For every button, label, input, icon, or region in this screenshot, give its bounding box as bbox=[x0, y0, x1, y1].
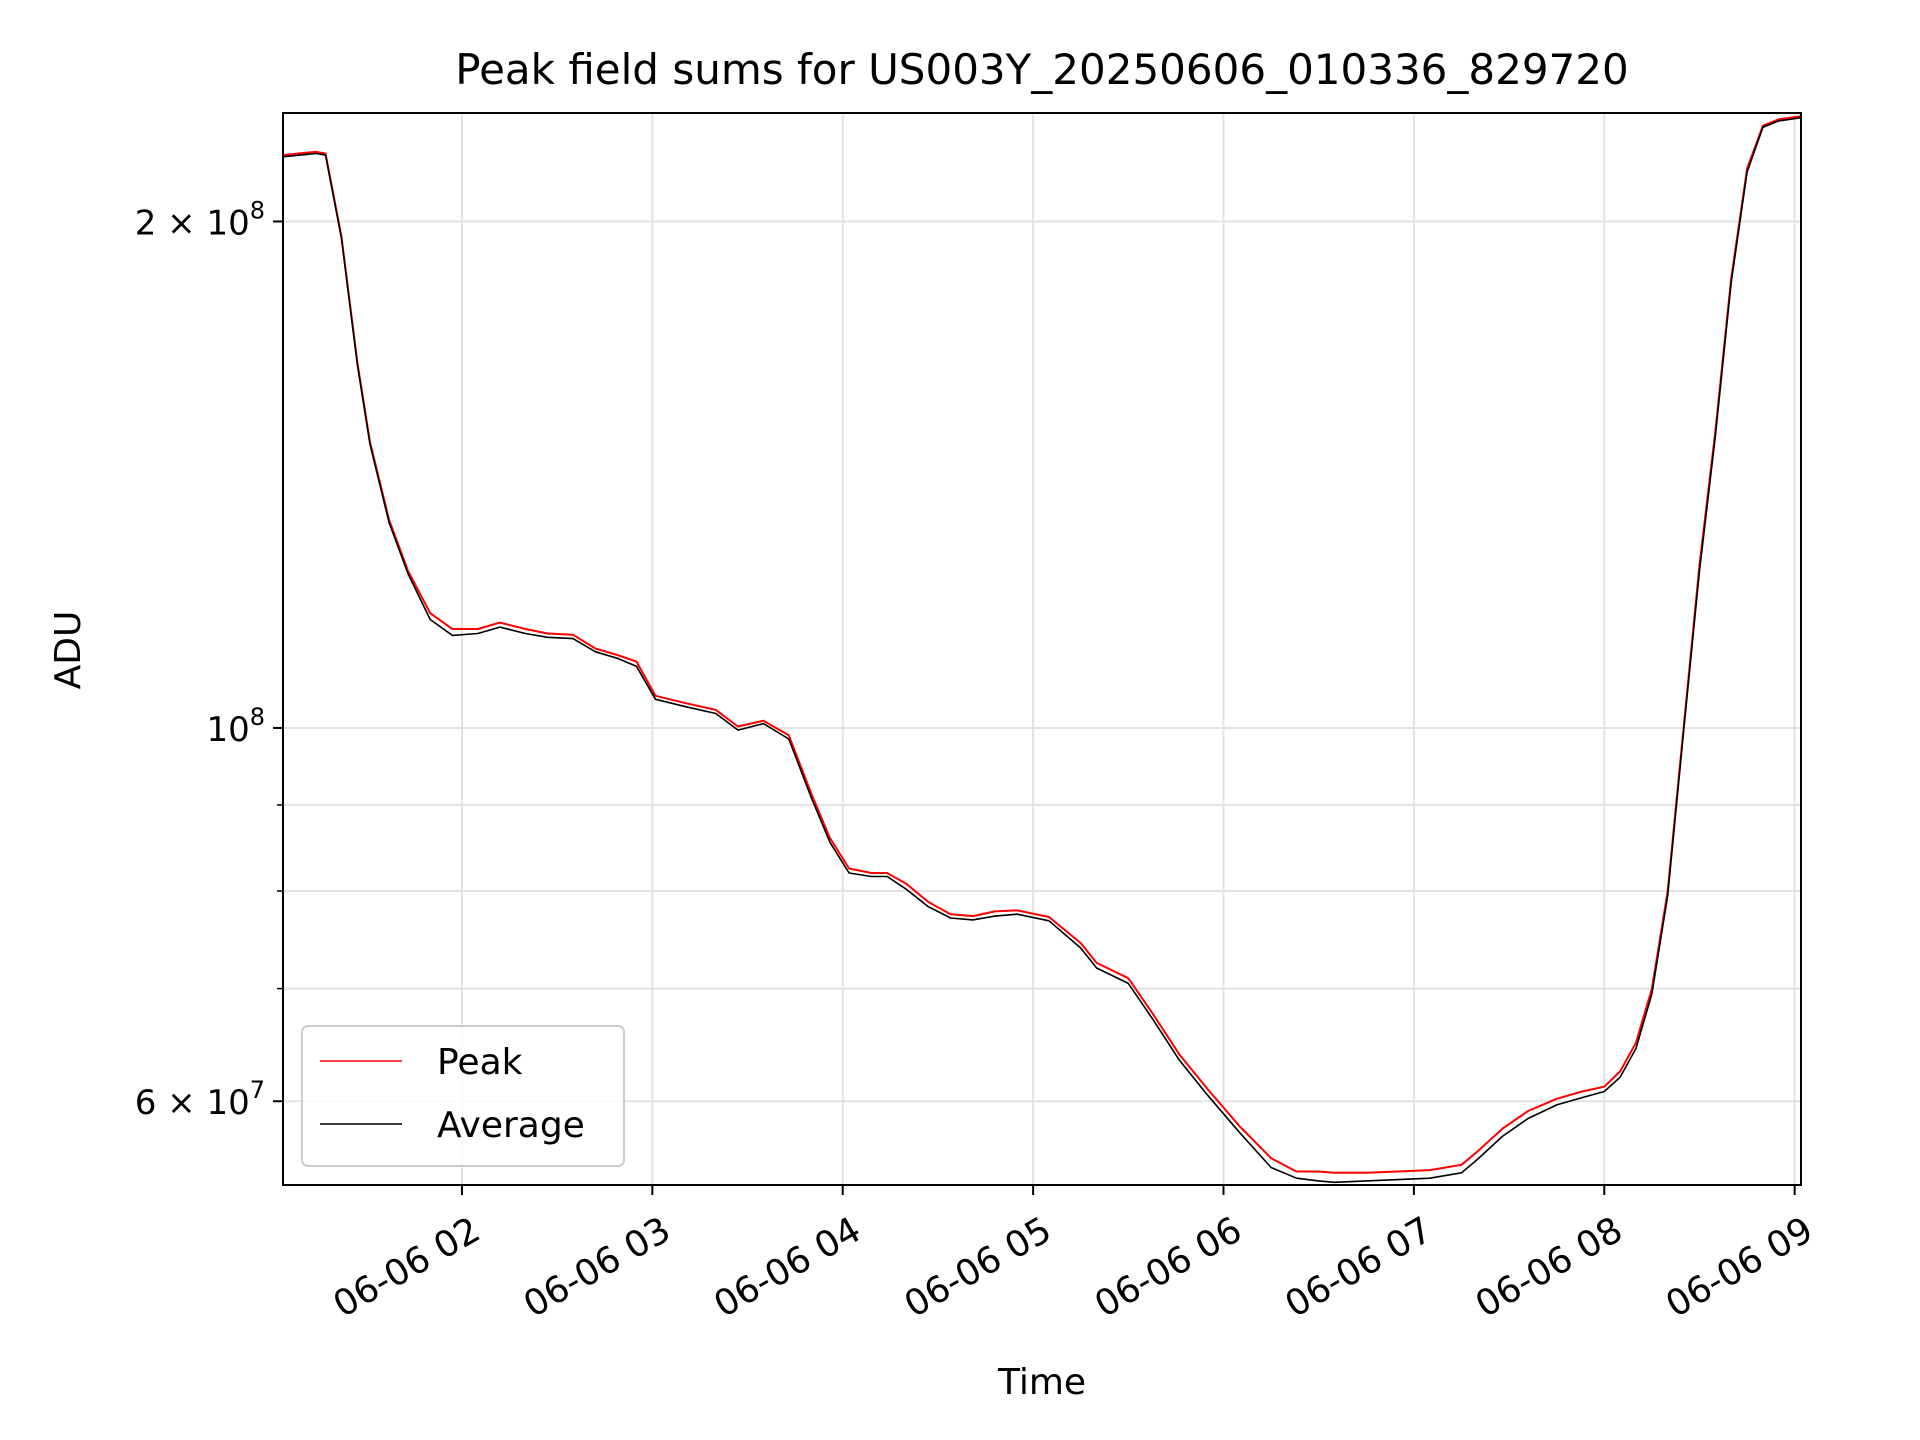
y-tick-label: 2 × 108 bbox=[135, 196, 265, 243]
x-tick-label: 06-06 07 bbox=[1279, 1209, 1440, 1325]
y-tick-label: 6 × 107 bbox=[135, 1076, 265, 1123]
grid bbox=[283, 113, 1801, 1185]
x-tick-label: 06-06 03 bbox=[517, 1209, 678, 1325]
plot-lines bbox=[282, 115, 1802, 1184]
x-axis: 06-06 02 06-06 03 06-06 04 06-06 05 06-06 06… bbox=[327, 1185, 1820, 1326]
legend-label-average: Average bbox=[437, 1105, 585, 1146]
x-tick-label: 06-06 06 bbox=[1088, 1209, 1249, 1325]
plot-frame bbox=[282, 112, 1802, 1186]
x-tick-label: 06-06 08 bbox=[1469, 1209, 1630, 1325]
x-axis-label: Time bbox=[997, 1362, 1086, 1403]
chart-title: Peak field sums for US003Y_20250606_0103… bbox=[455, 45, 1628, 94]
y-tick-label: 108 bbox=[206, 703, 265, 750]
series-line-peak bbox=[282, 115, 1802, 1174]
x-tick-label: 06-06 02 bbox=[327, 1209, 488, 1325]
x-tick-label: 06-06 09 bbox=[1659, 1209, 1820, 1325]
series-line-average bbox=[282, 116, 1802, 1184]
x-tick-label: 06-06 05 bbox=[898, 1209, 1059, 1325]
legend-label-peak: Peak bbox=[437, 1042, 523, 1083]
y-axis-label: ADU bbox=[48, 611, 89, 690]
y-axis: 6 × 107 108 2 × 108 bbox=[135, 196, 283, 1123]
x-tick-label: 06-06 04 bbox=[707, 1209, 868, 1325]
legend: Peak Average bbox=[301, 1025, 625, 1167]
